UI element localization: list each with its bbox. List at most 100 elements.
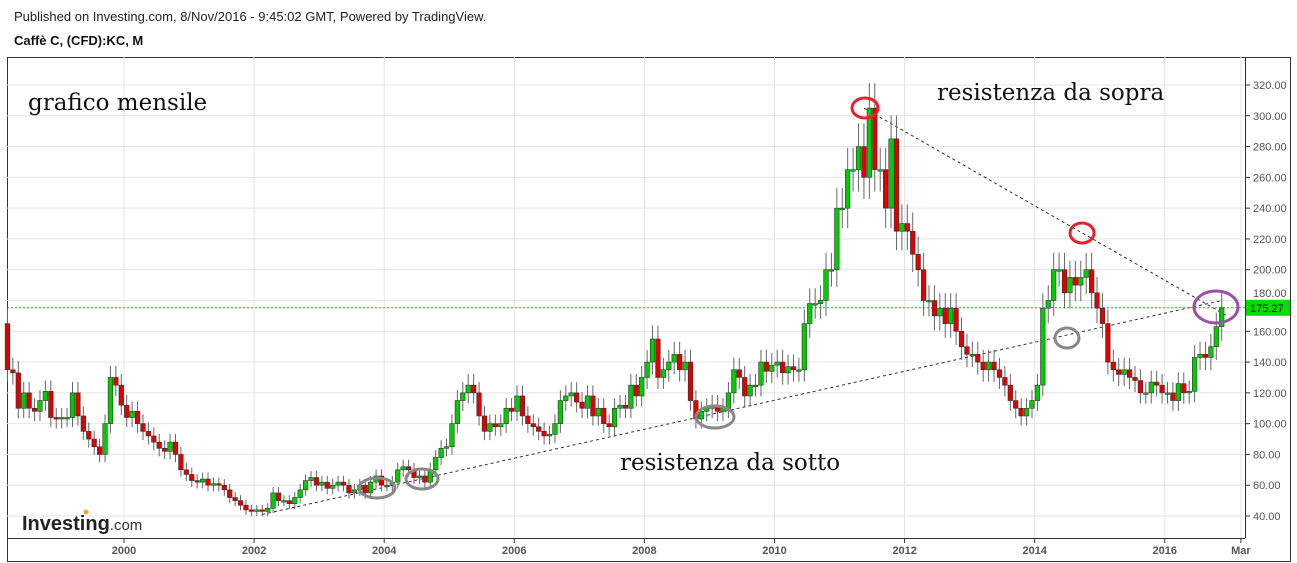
candle[interactable] [785,354,791,385]
candle[interactable] [508,398,515,422]
candle[interactable] [1045,285,1051,324]
candle[interactable] [660,357,666,390]
candle[interactable] [145,422,151,445]
candle[interactable] [1110,349,1116,382]
candle[interactable] [606,414,612,436]
candle[interactable] [986,349,992,382]
candle[interactable] [953,293,959,346]
candle[interactable] [1013,390,1019,419]
candle[interactable] [796,357,802,382]
candle[interactable] [617,395,623,419]
candle[interactable] [1094,277,1100,324]
candle[interactable] [237,495,244,511]
candle[interactable] [563,385,569,411]
candle[interactable] [975,341,981,375]
candle[interactable] [714,395,721,422]
candle[interactable] [845,147,851,229]
candle[interactable] [1099,293,1106,338]
candle[interactable] [671,341,677,375]
candle[interactable] [736,357,742,390]
candle[interactable] [313,470,320,492]
candle[interactable] [628,374,634,419]
candle[interactable] [1159,374,1165,404]
candle[interactable] [15,361,21,419]
candle[interactable] [1034,374,1041,411]
candle[interactable] [400,459,406,477]
candle[interactable] [286,495,292,509]
candle[interactable] [731,357,737,404]
candle[interactable] [622,395,629,419]
candle[interactable] [492,414,498,436]
candle[interactable] [292,491,298,509]
candle[interactable] [1192,344,1198,403]
candle[interactable] [221,479,227,496]
candle[interactable] [633,374,639,407]
candle[interactable] [351,483,357,499]
candle[interactable] [1089,252,1095,309]
candle[interactable] [910,212,916,273]
candle[interactable] [536,417,542,441]
candle[interactable] [1078,260,1084,302]
candle[interactable] [443,438,450,457]
candle[interactable] [888,115,894,229]
candle[interactable] [118,374,124,416]
candle[interactable] [574,382,580,413]
candle[interactable] [1083,252,1089,294]
candle[interactable] [942,293,948,338]
candle[interactable] [899,204,905,251]
candle[interactable] [742,365,748,407]
candle[interactable] [964,333,970,368]
candle[interactable] [411,462,417,485]
candle[interactable] [541,422,547,445]
candle[interactable] [378,469,385,492]
candle[interactable] [552,414,558,444]
candle[interactable] [1143,382,1149,404]
candle[interactable] [1051,252,1057,316]
candle[interactable] [259,504,265,517]
candle[interactable] [644,349,650,390]
candle[interactable] [1056,252,1062,287]
candle[interactable] [210,477,217,492]
candle[interactable] [37,390,43,422]
candle[interactable] [1061,252,1068,309]
candle[interactable] [823,252,829,316]
candle[interactable] [416,469,423,485]
candle[interactable] [172,433,179,463]
candle[interactable] [476,382,482,426]
candle[interactable] [498,414,504,436]
candle[interactable] [682,349,688,382]
candle[interactable] [1154,370,1160,397]
candle[interactable] [1116,357,1122,387]
candle[interactable] [812,288,818,319]
candle[interactable] [487,414,493,441]
candle[interactable] [931,285,938,331]
candle[interactable] [579,391,585,419]
candle[interactable] [471,374,477,404]
candle[interactable] [769,352,775,384]
candle[interactable] [270,487,276,514]
candle[interactable] [156,433,162,457]
candle[interactable] [530,414,536,436]
candle[interactable] [1105,309,1111,375]
candle[interactable] [655,325,661,390]
candle[interactable] [80,406,86,441]
candle[interactable] [1002,365,1008,397]
candle[interactable] [828,252,835,287]
candle[interactable] [31,398,38,422]
candle[interactable] [460,382,466,411]
candle[interactable] [194,474,200,489]
candle[interactable] [861,123,867,199]
candle[interactable] [167,433,173,460]
candle[interactable] [48,380,54,428]
candle[interactable] [232,491,238,506]
candle[interactable] [69,382,76,428]
candle[interactable] [704,398,710,422]
candle[interactable] [1197,341,1203,371]
candle[interactable] [275,487,282,506]
candle[interactable] [107,365,114,433]
candle[interactable] [937,293,943,331]
candle[interactable] [178,446,184,477]
candle[interactable] [129,401,135,428]
candle[interactable] [183,462,189,482]
candle[interactable] [1040,293,1046,397]
